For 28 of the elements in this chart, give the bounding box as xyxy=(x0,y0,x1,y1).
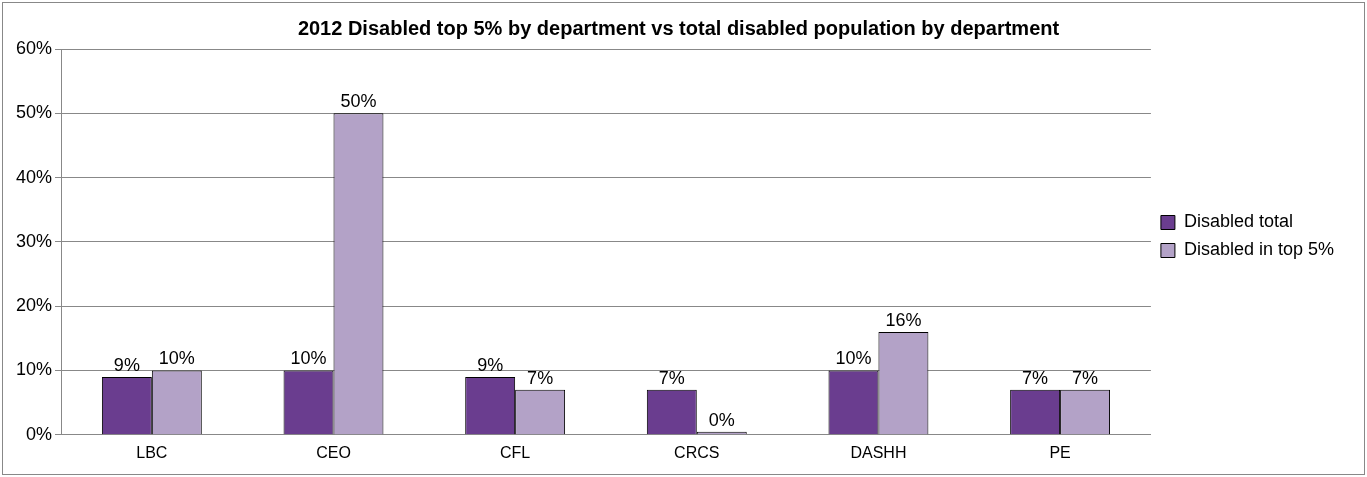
data-label: 9% xyxy=(113,354,140,375)
data-label: 7% xyxy=(1072,367,1099,388)
y-tick-label: 30% xyxy=(16,230,53,251)
y-tick-label: 0% xyxy=(26,423,53,444)
x-tick-label: LBC xyxy=(136,443,168,461)
data-label: 7% xyxy=(658,367,685,388)
data-label: 7% xyxy=(527,367,554,388)
y-tick-label: 40% xyxy=(16,166,53,187)
data-label: 10% xyxy=(290,348,327,369)
legend-label: Disabled total xyxy=(1183,211,1293,232)
data-label: 10% xyxy=(835,348,872,369)
x-tick-label: CFL xyxy=(500,443,531,461)
y-tick-label: 50% xyxy=(16,102,53,123)
data-label: 9% xyxy=(477,354,504,375)
data-label: 0% xyxy=(708,409,735,430)
data-label: 10% xyxy=(158,348,195,369)
y-tick-label: 60% xyxy=(16,37,53,58)
x-tick-label: PE xyxy=(1049,443,1071,461)
chart-title: 2012 Disabled top 5% by department vs total disabled population by department xyxy=(297,16,1060,39)
x-tick-label: CEO xyxy=(316,443,351,461)
x-tick-label: DASHH xyxy=(850,443,907,461)
x-tick-label: CRCS xyxy=(674,443,720,461)
data-label: 16% xyxy=(885,309,922,330)
legend-label: Disabled in top 5% xyxy=(1183,239,1334,260)
data-label: 7% xyxy=(1022,367,1049,388)
data-label: 50% xyxy=(340,91,377,112)
y-tick-label: 10% xyxy=(16,359,53,380)
y-tick-label: 20% xyxy=(16,295,53,316)
